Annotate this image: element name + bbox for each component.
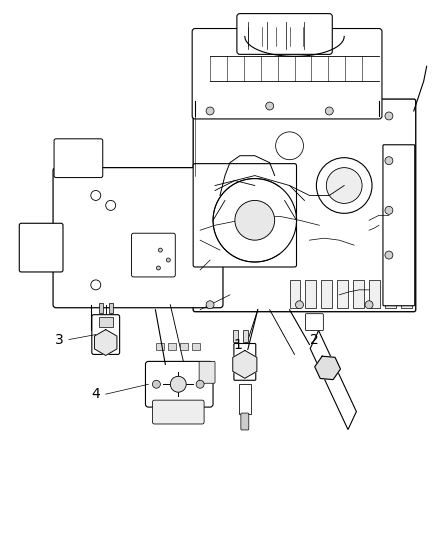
- Circle shape: [326, 168, 362, 204]
- Text: 4: 4: [92, 387, 100, 401]
- Bar: [305, 280, 316, 308]
- Polygon shape: [315, 356, 340, 379]
- FancyBboxPatch shape: [192, 29, 382, 119]
- Circle shape: [196, 380, 204, 388]
- Circle shape: [170, 376, 186, 392]
- FancyBboxPatch shape: [92, 314, 120, 354]
- Circle shape: [159, 248, 162, 252]
- Bar: [233, 329, 238, 342]
- Polygon shape: [310, 330, 357, 430]
- FancyBboxPatch shape: [53, 168, 223, 308]
- Circle shape: [325, 107, 333, 115]
- Bar: [192, 343, 200, 351]
- Circle shape: [385, 206, 393, 214]
- Bar: [99, 303, 103, 313]
- Bar: [401, 280, 412, 308]
- FancyBboxPatch shape: [54, 139, 103, 177]
- Bar: [168, 343, 176, 351]
- Circle shape: [266, 102, 274, 110]
- FancyBboxPatch shape: [234, 343, 256, 380]
- Circle shape: [385, 251, 393, 259]
- Circle shape: [106, 200, 116, 211]
- FancyBboxPatch shape: [19, 223, 63, 272]
- Circle shape: [385, 157, 393, 165]
- FancyBboxPatch shape: [193, 99, 416, 312]
- Circle shape: [166, 258, 170, 262]
- Circle shape: [385, 112, 393, 120]
- Polygon shape: [233, 351, 257, 378]
- Circle shape: [213, 179, 297, 262]
- Bar: [109, 303, 113, 313]
- FancyBboxPatch shape: [305, 314, 323, 330]
- Bar: [321, 280, 332, 308]
- FancyBboxPatch shape: [241, 413, 249, 430]
- Circle shape: [296, 301, 304, 309]
- Circle shape: [365, 301, 373, 309]
- Bar: [337, 280, 348, 308]
- FancyBboxPatch shape: [383, 145, 415, 306]
- Bar: [243, 329, 248, 342]
- Circle shape: [156, 266, 160, 270]
- Bar: [353, 280, 364, 308]
- FancyBboxPatch shape: [237, 14, 332, 54]
- Text: 1: 1: [233, 337, 242, 351]
- Circle shape: [206, 301, 214, 309]
- Circle shape: [91, 190, 101, 200]
- Text: 2: 2: [310, 333, 319, 346]
- FancyBboxPatch shape: [131, 233, 175, 277]
- Polygon shape: [95, 329, 117, 356]
- Circle shape: [235, 200, 275, 240]
- Bar: [239, 384, 251, 414]
- Bar: [369, 280, 380, 308]
- Bar: [99, 317, 113, 327]
- Circle shape: [152, 380, 160, 388]
- Circle shape: [276, 132, 304, 160]
- Text: 3: 3: [55, 333, 64, 346]
- Circle shape: [316, 158, 372, 213]
- Bar: [156, 343, 164, 351]
- Bar: [385, 280, 396, 308]
- FancyBboxPatch shape: [199, 361, 215, 383]
- Bar: [290, 280, 300, 308]
- Bar: [180, 343, 188, 351]
- FancyBboxPatch shape: [193, 164, 297, 267]
- Circle shape: [206, 107, 214, 115]
- Circle shape: [91, 280, 101, 290]
- FancyBboxPatch shape: [145, 361, 213, 407]
- FancyBboxPatch shape: [152, 400, 204, 424]
